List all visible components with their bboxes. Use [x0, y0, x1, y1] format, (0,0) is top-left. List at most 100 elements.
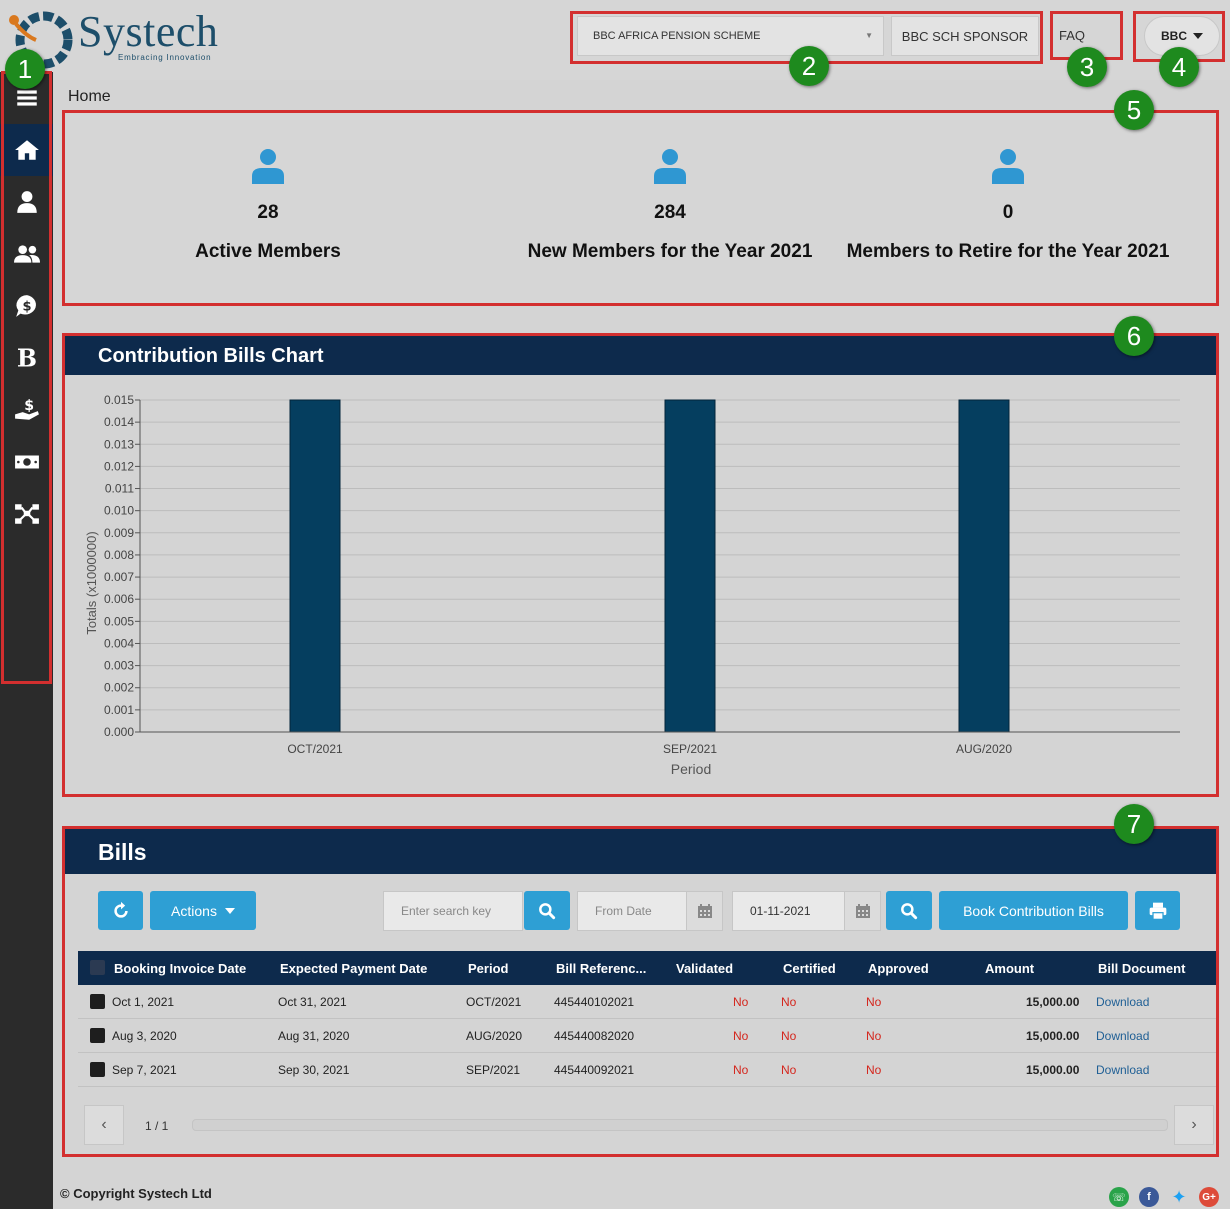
sidebar-item-home[interactable] — [0, 124, 53, 176]
column-header[interactable]: Certified — [783, 961, 836, 976]
actions-dropdown-button[interactable]: Actions — [150, 891, 256, 930]
download-link[interactable]: Download — [1096, 995, 1150, 1009]
user-icon — [16, 191, 37, 213]
actions-label: Actions — [171, 902, 217, 919]
pagination: ‹ 1 / 1 › — [84, 1105, 1216, 1148]
y-tick-label: 0.002 — [104, 681, 134, 695]
bills-table-header: Booking Invoice Date Expected Payment Da… — [78, 951, 1216, 985]
print-button[interactable] — [1135, 891, 1180, 930]
y-tick-label: 0.008 — [104, 548, 134, 562]
select-all-checkbox[interactable] — [90, 960, 105, 975]
y-tick-label: 0.005 — [104, 614, 134, 628]
sidebar-item-benefits[interactable]: B — [0, 332, 53, 384]
annotation-box-sidebar — [1, 71, 52, 684]
column-header[interactable]: Bill Referenc... — [556, 961, 647, 976]
svg-text:$: $ — [24, 398, 34, 414]
y-tick-label: 0.007 — [104, 570, 134, 584]
cell-booking-date: Oct 1, 2021 — [112, 995, 175, 1009]
next-page-button[interactable]: › — [1174, 1105, 1214, 1145]
whatsapp-icon[interactable]: ☏ — [1109, 1187, 1129, 1207]
chevron-down-icon: ▼ — [865, 31, 873, 40]
row-checkbox[interactable] — [90, 994, 105, 1009]
annotation-badge: 5 — [1114, 90, 1154, 130]
chart-bar[interactable] — [958, 399, 1010, 733]
cell-certified: No — [781, 995, 797, 1009]
y-tick-label: 0.013 — [104, 437, 134, 451]
column-header[interactable]: Bill Document — [1098, 961, 1186, 976]
column-header[interactable]: Approved — [868, 961, 929, 976]
x-tick-label: SEP/2021 — [663, 742, 717, 756]
sidebar-item-cash[interactable] — [0, 436, 53, 488]
network-icon — [14, 504, 39, 524]
annotation-badge: 2 — [789, 46, 829, 86]
row-checkbox[interactable] — [90, 1028, 105, 1043]
chart-panel-title: Contribution Bills Chart — [64, 335, 1218, 375]
from-date-input[interactable]: From Date — [577, 891, 723, 931]
sidebar-item-payments[interactable]: $ — [0, 384, 53, 436]
search-input[interactable]: Enter search key — [383, 891, 523, 931]
cell-bill-reference: 445440102021 — [554, 995, 635, 1009]
annotation-badge: 7 — [1114, 804, 1154, 844]
bold-b-icon: B — [16, 345, 36, 371]
sponsor-select[interactable]: BBC SCH SPONSOR — [891, 16, 1039, 56]
download-link[interactable]: Download — [1096, 1063, 1150, 1077]
chart-bars — [289, 399, 1010, 733]
sidebar-item-contributions[interactable]: $ — [0, 280, 53, 332]
download-link[interactable]: Download — [1096, 1029, 1150, 1043]
scheme-select-value: BBC AFRICA PENSION SCHEME — [593, 30, 761, 42]
svg-text:$: $ — [22, 299, 31, 314]
sidebar-menu-toggle[interactable] — [0, 72, 53, 124]
refresh-button[interactable] — [98, 891, 143, 930]
book-contribution-bills-button[interactable]: Book Contribution Bills — [939, 891, 1128, 930]
user-icon — [252, 149, 284, 184]
cell-validated: No — [733, 995, 749, 1009]
column-header[interactable]: Amount — [985, 961, 1035, 976]
sidebar-item-structure[interactable] — [0, 488, 53, 540]
twitter-icon[interactable]: ✦ — [1171, 1186, 1187, 1207]
table-row[interactable]: Sep 7, 2021 Sep 30, 2021 SEP/2021 445440… — [78, 1053, 1216, 1087]
chevron-right-icon: › — [1191, 1116, 1197, 1133]
scheme-select[interactable]: BBC AFRICA PENSION SCHEME ▼ — [577, 16, 884, 56]
stat-label: New Members for the Year 2021 — [527, 241, 813, 262]
table-row[interactable]: Oct 1, 2021 Oct 31, 2021 OCT/2021 445440… — [78, 985, 1216, 1019]
stat-label: Members to Retire for the Year 2021 — [846, 241, 1170, 262]
stat-active-members: 28 Active Members — [64, 111, 472, 305]
breadcrumb[interactable]: Home — [68, 88, 111, 105]
cell-amount: 15,000.00 — [1026, 1063, 1080, 1077]
chart-bar[interactable] — [289, 399, 341, 733]
y-tick-label: 0.012 — [104, 459, 134, 473]
y-tick-label: 0.001 — [104, 703, 134, 717]
calendar-icon[interactable] — [686, 892, 722, 930]
cell-approved: No — [866, 1063, 882, 1077]
cell-approved: No — [866, 1029, 882, 1043]
filter-search-button[interactable] — [886, 891, 932, 930]
search-placeholder: Enter search key — [401, 904, 492, 918]
annotation-box-chart — [62, 333, 1219, 797]
calendar-icon[interactable] — [844, 892, 880, 930]
chart-bar[interactable] — [664, 399, 716, 733]
sidebar-item-members[interactable] — [0, 228, 53, 280]
sidebar-item-member[interactable] — [0, 176, 53, 228]
to-date-input[interactable]: 01-11-2021 — [732, 891, 881, 931]
column-header[interactable]: Period — [468, 961, 509, 976]
table-row[interactable]: Aug 3, 2020 Aug 31, 2020 AUG/2020 445440… — [78, 1019, 1216, 1053]
money-bubble-icon: $ — [15, 295, 36, 317]
column-header[interactable]: Booking Invoice Date — [114, 961, 247, 976]
brand-name: Systech — [78, 7, 219, 56]
x-tick-label: AUG/2020 — [956, 742, 1012, 756]
row-checkbox[interactable] — [90, 1062, 105, 1077]
horizontal-scrollbar[interactable] — [192, 1119, 1168, 1131]
column-header[interactable]: Expected Payment Date — [280, 961, 428, 976]
facebook-icon[interactable]: f — [1139, 1187, 1159, 1207]
column-header[interactable]: Validated — [676, 961, 734, 976]
stat-value: 0 — [1002, 202, 1014, 223]
hand-money-icon: $ — [14, 398, 39, 420]
brand-tagline: Embracing Innovation — [118, 53, 212, 62]
cell-expected-date: Sep 30, 2021 — [278, 1063, 350, 1077]
prev-page-button[interactable]: ‹ — [84, 1105, 124, 1145]
search-icon — [901, 902, 918, 919]
faq-link[interactable]: FAQ — [1059, 28, 1086, 43]
search-button[interactable] — [524, 891, 570, 930]
google-plus-icon[interactable]: G+ — [1199, 1187, 1219, 1207]
menu-icon — [16, 90, 37, 106]
